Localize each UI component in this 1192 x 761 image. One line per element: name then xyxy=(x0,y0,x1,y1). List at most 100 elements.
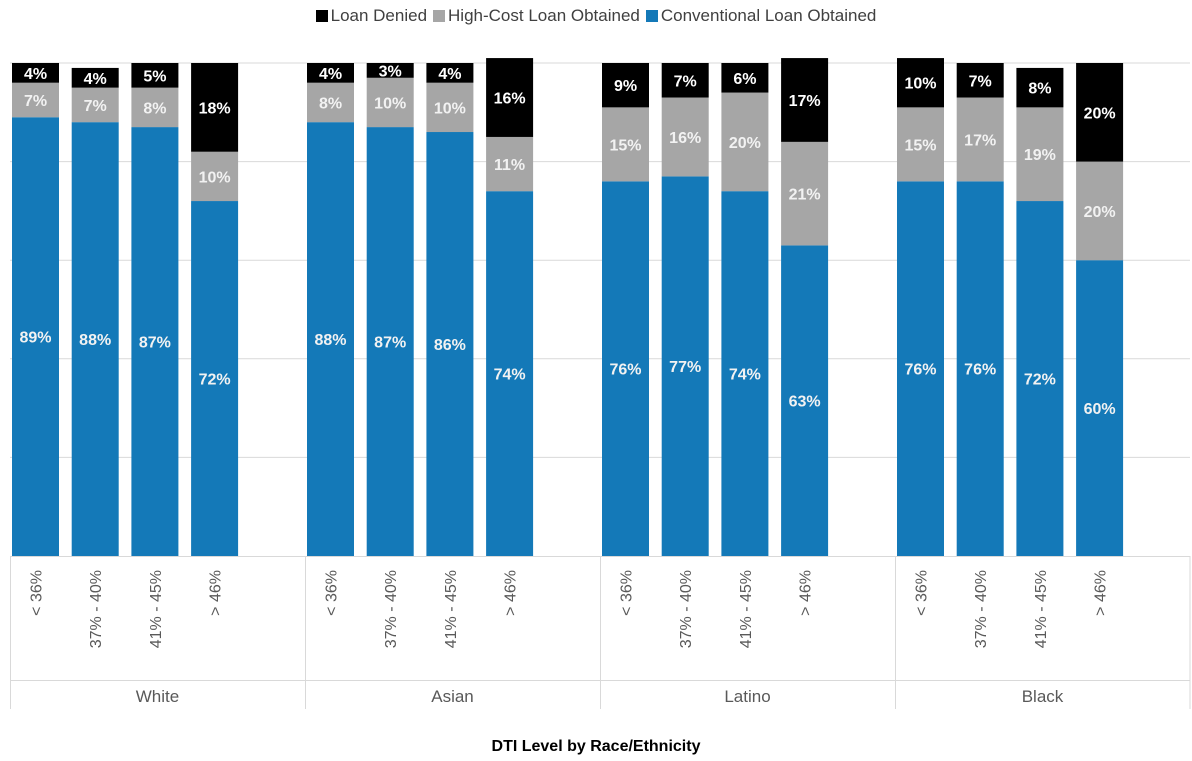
bar-segment xyxy=(12,117,59,556)
legend-item: High-Cost Loan Obtained xyxy=(433,6,640,26)
legend-label: High-Cost Loan Obtained xyxy=(448,6,640,25)
bar-segment xyxy=(956,63,1004,98)
data-label: 89% xyxy=(19,330,51,347)
bar-segment xyxy=(1016,67,1064,108)
data-label: 9% xyxy=(614,78,637,95)
bar-segment xyxy=(366,127,414,556)
data-label: 4% xyxy=(24,66,47,83)
bar-segment xyxy=(661,97,709,177)
data-label: 87% xyxy=(139,335,171,352)
data-label: 76% xyxy=(904,362,936,379)
bar-segment xyxy=(71,122,119,556)
data-label: 7% xyxy=(24,93,47,110)
data-label: 4% xyxy=(438,66,461,83)
bar-segment xyxy=(1076,260,1124,556)
bar-segment xyxy=(426,132,474,556)
data-label: 4% xyxy=(319,66,342,83)
data-label: 7% xyxy=(84,98,107,115)
category-tick-label: < 36% xyxy=(324,570,341,616)
group-label: White xyxy=(136,687,179,706)
bar-segment xyxy=(486,136,534,192)
data-label: 15% xyxy=(609,137,641,154)
data-label: 19% xyxy=(1024,147,1056,164)
bar-segment xyxy=(602,63,649,108)
category-tick-label: 37% - 40% xyxy=(383,570,400,648)
data-label: 10% xyxy=(199,169,231,186)
bar-segment xyxy=(781,58,829,142)
data-label: 76% xyxy=(609,362,641,379)
bar-segment xyxy=(191,201,239,557)
data-label: 10% xyxy=(374,95,406,112)
bar-segment xyxy=(602,181,649,556)
data-label: 20% xyxy=(1084,204,1116,221)
data-label: 72% xyxy=(1024,372,1056,389)
bar-segment xyxy=(781,245,829,556)
bar-segment xyxy=(721,191,769,556)
category-tick-label: > 46% xyxy=(208,570,225,616)
data-label: 6% xyxy=(733,71,756,88)
bar-segment xyxy=(131,127,179,556)
data-label: 18% xyxy=(199,100,231,117)
data-label: 17% xyxy=(964,132,996,149)
data-label: 21% xyxy=(789,187,821,204)
bar-segment xyxy=(366,63,414,78)
bar-segment xyxy=(71,87,119,123)
group-label: Asian xyxy=(431,687,474,706)
bar-segment xyxy=(1016,107,1064,202)
group-label: Latino xyxy=(724,687,770,706)
data-label: 20% xyxy=(1084,105,1116,122)
data-label: 88% xyxy=(314,332,346,349)
data-label: 76% xyxy=(964,362,996,379)
data-label: 16% xyxy=(669,130,701,147)
bar-segment xyxy=(1076,63,1124,162)
bar-segment xyxy=(307,122,354,556)
category-tick-label: > 46% xyxy=(1093,570,1110,616)
data-label: 72% xyxy=(199,372,231,389)
legend-label: Conventional Loan Obtained xyxy=(660,6,877,25)
bar-segment xyxy=(426,63,474,83)
chart-legend: Loan Denied High-Cost Loan Obtained Conven… xyxy=(0,6,1192,26)
bar-segment xyxy=(956,181,1004,556)
bar-segment xyxy=(897,181,944,556)
data-label: 7% xyxy=(969,73,992,90)
data-label: 17% xyxy=(789,93,821,110)
bar-segment xyxy=(781,141,829,246)
data-label: 74% xyxy=(494,367,526,384)
bar-segment xyxy=(366,77,414,128)
bar-segment xyxy=(191,151,239,202)
data-label: 8% xyxy=(143,100,166,117)
bar-segment xyxy=(307,63,354,83)
data-label: 11% xyxy=(494,157,525,174)
bar-segment xyxy=(661,176,709,556)
legend-label: Loan Denied xyxy=(330,6,428,25)
category-tick-label: > 46% xyxy=(798,570,815,616)
bar-segment xyxy=(191,63,239,152)
category-tick-label: 41% - 45% xyxy=(443,570,460,648)
bar-segment xyxy=(12,63,59,83)
data-label: 86% xyxy=(434,337,466,354)
bar-segment xyxy=(307,82,354,123)
data-label: 10% xyxy=(434,100,466,117)
data-label: 74% xyxy=(729,367,761,384)
bar-segment xyxy=(956,97,1004,182)
legend-item: Loan Denied xyxy=(315,6,428,26)
group-label: Black xyxy=(1022,687,1064,706)
data-label: 15% xyxy=(904,137,936,154)
bar-segment xyxy=(131,63,179,88)
data-label: 8% xyxy=(1028,81,1051,98)
bar-segment xyxy=(1016,201,1064,557)
category-tick-label: < 36% xyxy=(29,570,46,616)
legend-swatch xyxy=(315,10,328,22)
bar-segment xyxy=(426,82,474,133)
bar-segment xyxy=(1076,161,1124,261)
category-tick-label: > 46% xyxy=(503,570,520,616)
data-label: 87% xyxy=(374,335,406,352)
category-tick-label: 37% - 40% xyxy=(88,570,105,648)
data-label: 3% xyxy=(379,63,402,80)
x-axis-title: DTI Level by Race/Ethnicity xyxy=(491,738,701,755)
bar-segment xyxy=(71,67,119,88)
data-label: 63% xyxy=(789,394,821,411)
category-tick-label: 37% - 40% xyxy=(973,570,990,648)
data-label: 8% xyxy=(319,95,342,112)
